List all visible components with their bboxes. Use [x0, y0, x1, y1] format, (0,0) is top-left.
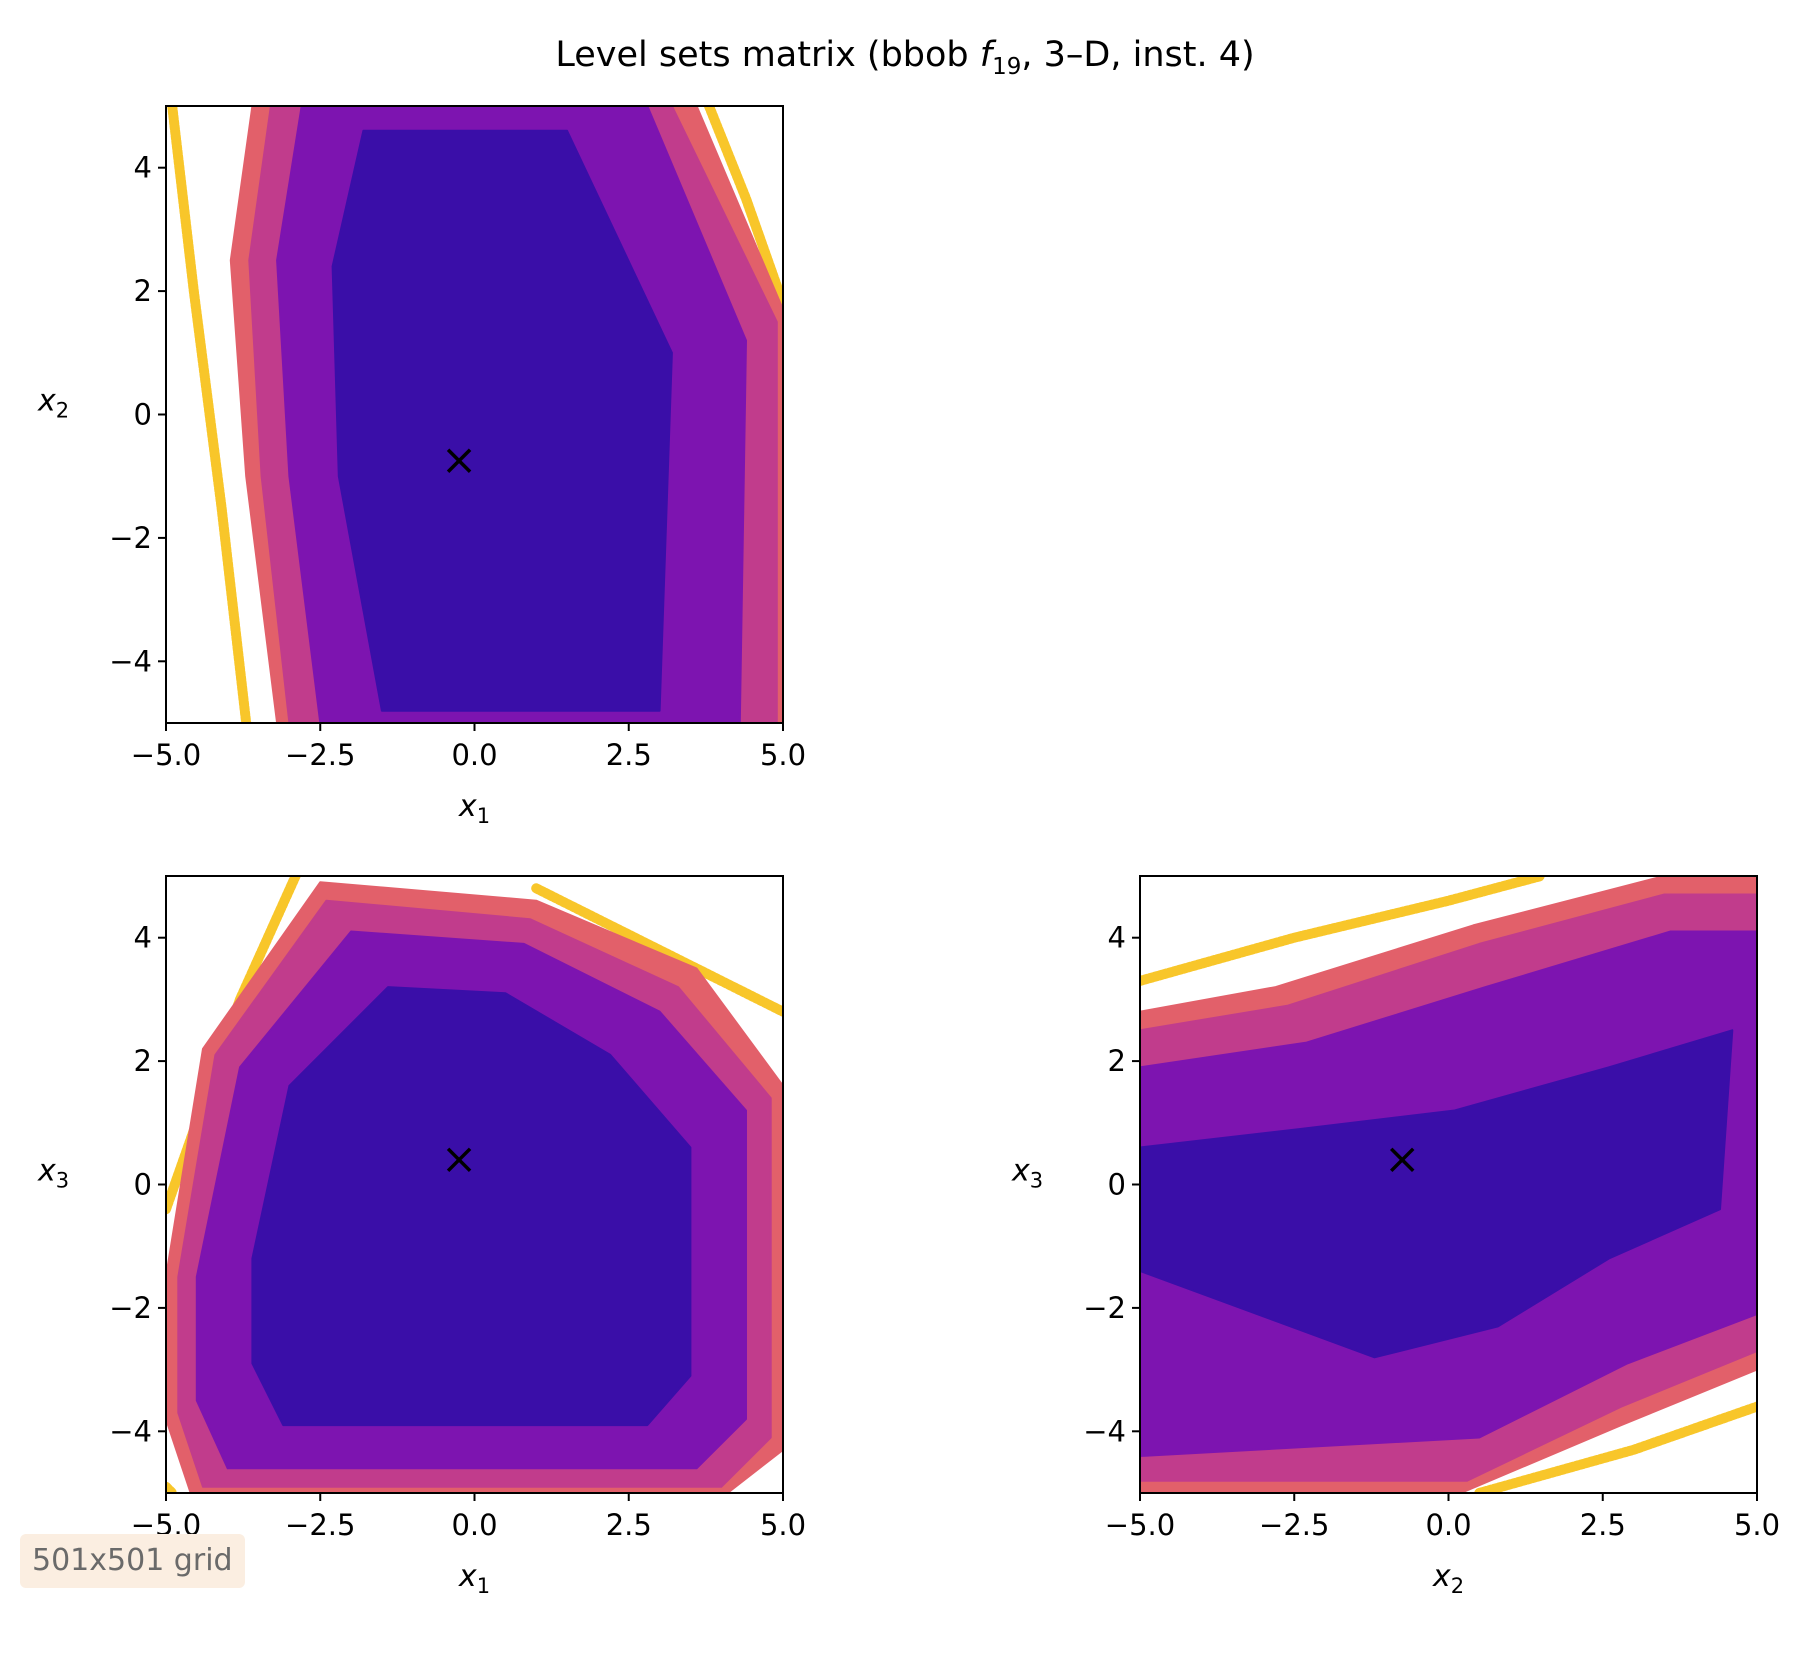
y-tick-label: 2	[134, 1044, 152, 1078]
y-tick-label: 0	[1108, 1168, 1126, 1202]
x-tick-label: 2.5	[1580, 1508, 1626, 1542]
y-tick-label: 4	[134, 921, 152, 955]
core-region	[251, 986, 692, 1427]
gold-band	[167, 106, 252, 723]
panel-x2-x3: −5.0 −2.5 0.0 2.5 5.0 −4 −2 0 2 4 x2 x3	[1011, 875, 1780, 1598]
grid-size-badge: 501x501 grid	[20, 1534, 245, 1588]
y-tick-label: −4	[109, 1414, 152, 1448]
x-axis-label: x2	[1432, 1559, 1464, 1598]
panels: −5.0 −2.5 0.0 2.5 5.0 −4 −2 0 2 4 x1 x2 −5.0 −2.5 0.0 2…	[37, 105, 1780, 1598]
x-tick-label: −2.5	[285, 738, 355, 772]
core-region	[331, 129, 673, 712]
y-tick-label: 4	[1108, 921, 1126, 955]
x-tick-label: 0.0	[451, 1508, 497, 1542]
core-region	[1140, 1029, 1734, 1359]
optimum-marker	[446, 448, 472, 474]
x-tick-label: −5.0	[131, 738, 201, 772]
optimum-marker	[446, 1147, 472, 1173]
y-axis-label: x3	[1011, 1154, 1043, 1193]
x-tick-label: 5.0	[1734, 1508, 1780, 1542]
x-tick-label: 2.5	[606, 1508, 652, 1542]
x-tick-label: 2.5	[606, 738, 652, 772]
y-axis-label: x3	[37, 1154, 69, 1193]
y-tick-label: −2	[109, 1291, 152, 1325]
gold-band	[704, 106, 783, 309]
x-tick-label: 0.0	[451, 738, 497, 772]
title-main: Level sets matrix (bbob	[555, 35, 979, 75]
title-func-sub: 19	[992, 54, 1021, 80]
gold-band	[166, 1481, 178, 1493]
x-tick-label: 5.0	[760, 1508, 806, 1542]
gold-band	[1474, 1401, 1757, 1493]
y-axis-label: x2	[37, 384, 69, 423]
y-tick-label: 4	[134, 151, 152, 185]
y-tick-label: −2	[109, 521, 152, 555]
contour-fills	[166, 876, 783, 1493]
y-tick-label: 0	[134, 398, 152, 432]
gold-band	[531, 883, 783, 1017]
figure-title: Level sets matrix (bbob f19, 3–D, inst. …	[555, 35, 1254, 80]
contour-fills	[1140, 876, 1757, 1493]
y-tick-label: 0	[134, 1168, 152, 1202]
y-tick-label: −2	[1083, 1291, 1126, 1325]
gold-band	[1140, 876, 1546, 986]
panel-x1-x2: −5.0 −2.5 0.0 2.5 5.0 −4 −2 0 2 4 x1 x2	[37, 105, 806, 828]
x-tick-label: 5.0	[760, 738, 806, 772]
contour-fills	[167, 106, 783, 723]
y-tick-label: −4	[109, 644, 152, 678]
title-rest: , 3–D, inst. 4)	[1021, 35, 1254, 75]
y-tick-label: −4	[1083, 1414, 1126, 1448]
x-axis-label: x1	[458, 1559, 490, 1598]
x-tick-label: −2.5	[1259, 1508, 1329, 1542]
optimum-marker	[1389, 1147, 1415, 1173]
x-tick-label: −5.0	[1105, 1508, 1175, 1542]
x-axis-label: x1	[458, 789, 490, 828]
x-tick-label: −2.5	[285, 1508, 355, 1542]
x-tick-label: 0.0	[1425, 1508, 1471, 1542]
y-tick-label: 2	[1108, 1044, 1126, 1078]
y-tick-label: 2	[134, 274, 152, 308]
